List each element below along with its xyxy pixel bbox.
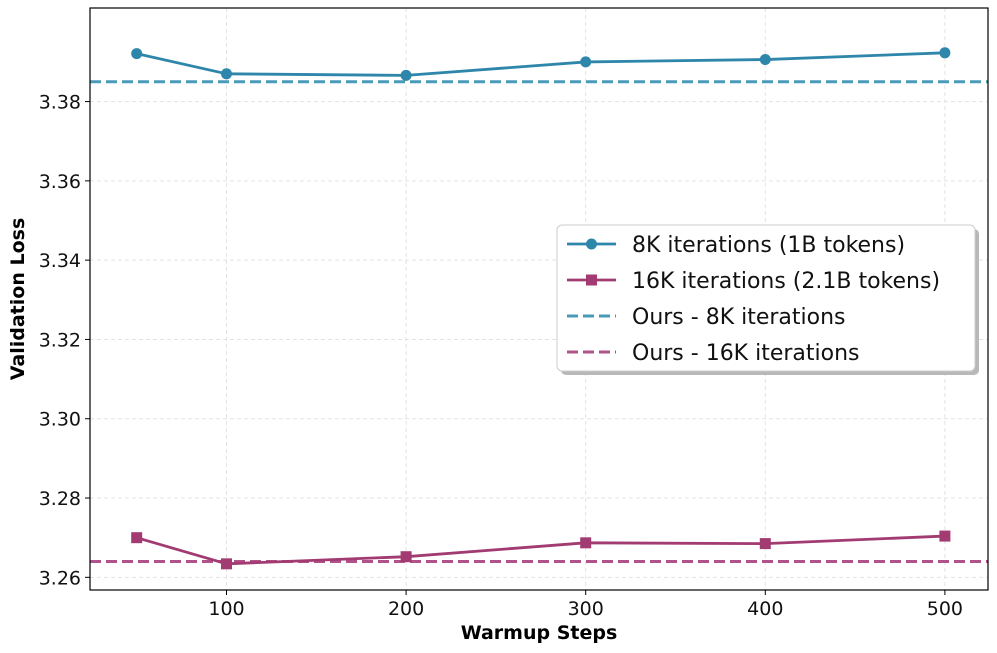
- legend-label: 8K iterations (1B tokens): [632, 233, 905, 258]
- data-point: [131, 532, 143, 544]
- data-point: [939, 530, 951, 542]
- data-point: [400, 69, 412, 81]
- y-tick-label: 3.32: [39, 329, 81, 351]
- y-tick-label: 3.30: [39, 409, 81, 431]
- legend-marker: [586, 238, 597, 250]
- x-axis: 100 200 300 400 500: [208, 590, 963, 620]
- legend-label: Ours - 16K iterations: [632, 341, 860, 366]
- series-group: [131, 47, 951, 570]
- x-tick-label: 500: [927, 598, 963, 620]
- y-axis: 3.26 3.28 3.30 3.32 3.34 3.36 3.38: [39, 92, 90, 589]
- data-point: [759, 538, 771, 550]
- legend-box: [556, 224, 976, 372]
- data-point: [580, 537, 592, 549]
- data-point: [220, 68, 232, 80]
- y-tick-label: 3.34: [39, 250, 81, 272]
- y-tick-label: 3.28: [39, 488, 81, 510]
- series-line: [136, 51, 945, 77]
- series-line: [136, 534, 945, 566]
- data-point: [220, 558, 232, 570]
- legend: 8K iterations (1B tokens) 16K iterations …: [556, 224, 979, 375]
- legend-label: 16K iterations (2.1B tokens): [632, 269, 940, 294]
- x-axis-title: Warmup Steps: [461, 622, 618, 644]
- data-point: [759, 54, 771, 66]
- data-point: [580, 56, 592, 68]
- y-axis-title: Validation Loss: [7, 218, 29, 381]
- data-point: [131, 48, 143, 60]
- x-tick-label: 300: [568, 598, 604, 620]
- plot-frame: [89, 7, 989, 591]
- data-point: [939, 47, 951, 59]
- x-tick-label: 400: [747, 598, 783, 620]
- y-tick-label: 3.36: [39, 171, 81, 193]
- x-tick-label: 200: [388, 598, 424, 620]
- data-point: [400, 551, 412, 563]
- x-tick-label: 100: [208, 598, 244, 620]
- legend-label: Ours - 8K iterations: [632, 305, 846, 330]
- y-tick-label: 3.38: [39, 92, 81, 114]
- reference-lines: [90, 80, 988, 563]
- legend-marker: [586, 274, 597, 286]
- y-tick-label: 3.26: [39, 567, 81, 589]
